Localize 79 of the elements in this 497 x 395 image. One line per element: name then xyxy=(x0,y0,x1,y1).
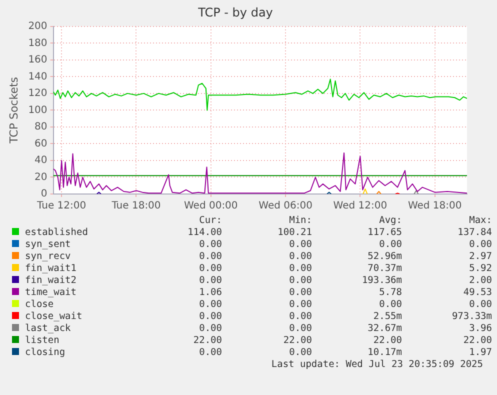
text: 0.00 xyxy=(288,251,312,263)
legend-label: fin_wait1 xyxy=(24,263,78,275)
y-axis-title: TCP Sockets xyxy=(7,76,20,144)
text: 0.00 xyxy=(288,347,312,359)
y-tick-label: 40 xyxy=(34,155,48,166)
legend-label: close xyxy=(24,299,55,311)
text: 0.00 xyxy=(198,239,222,251)
text: 0.00 xyxy=(198,299,222,311)
y-tick-label: 200 xyxy=(28,20,48,32)
text: 0.00 xyxy=(288,323,312,335)
text: 2.55m xyxy=(372,311,402,323)
text: 0.00 xyxy=(468,299,492,311)
legend-label: established xyxy=(24,227,89,239)
text: 193.36m xyxy=(360,275,402,287)
text: 0.00 xyxy=(198,347,222,359)
text: 0.00 xyxy=(378,299,402,311)
y-tick-label: 80 xyxy=(34,122,48,133)
text: 22.00 xyxy=(462,335,492,347)
text: 0.00 xyxy=(198,263,222,275)
legend-label: syn_recv xyxy=(24,251,72,263)
text: 0.00 xyxy=(378,239,402,251)
x-tick-label: Tue 12:00 xyxy=(36,200,86,212)
text: 0.00 xyxy=(288,299,312,311)
text: 1.97 xyxy=(468,347,492,359)
y-tick-label: 180 xyxy=(28,38,48,49)
text: 5.78 xyxy=(378,287,402,299)
legend-label: listen xyxy=(24,335,60,347)
text: 0.00 xyxy=(198,275,222,287)
text: 0.00 xyxy=(288,287,312,299)
text: 32.67m xyxy=(366,323,402,335)
text: 22.00 xyxy=(192,335,222,347)
text: Last update: Wed Jul 23 20:35:09 2025 xyxy=(270,359,483,370)
legend-label: time_wait xyxy=(24,287,78,299)
text: 137.84 xyxy=(456,227,492,239)
text: 52.96m xyxy=(366,251,402,263)
text: 0.00 xyxy=(288,275,312,287)
y-tick-label: 160 xyxy=(28,54,48,66)
text: 22.00 xyxy=(282,335,312,347)
y-tick-label: 60 xyxy=(34,138,48,150)
text: Max: xyxy=(468,215,492,227)
x-tick-label: Wed 12:00 xyxy=(333,200,388,212)
text: 2.00 xyxy=(468,275,492,287)
text: 0.00 xyxy=(198,251,222,263)
y-tick-label: 100 xyxy=(28,104,48,116)
text: 0.00 xyxy=(198,311,222,323)
x-tick-label: Tue 18:00 xyxy=(110,200,161,212)
text: 0.00 xyxy=(468,239,492,251)
text: 973.33m xyxy=(450,311,492,323)
text: 10.17m xyxy=(366,347,402,359)
text: 1.06 xyxy=(198,287,222,299)
y-tick-label: 0 xyxy=(40,188,48,200)
text: 0.00 xyxy=(198,323,222,335)
text: 117.65 xyxy=(366,227,402,239)
legend-label: fin_wait2 xyxy=(24,275,78,287)
text: 3.96 xyxy=(468,323,492,335)
text: 0.00 xyxy=(288,263,312,275)
x-tick-label: Wed 06:00 xyxy=(258,200,312,212)
text: 0.00 xyxy=(288,311,312,323)
legend-label: last_ack xyxy=(24,323,72,335)
text: 114.00 xyxy=(186,227,222,239)
text: 0.00 xyxy=(288,239,312,251)
legend-label: closing xyxy=(24,347,66,359)
x-tick-label: Wed 00:00 xyxy=(184,200,238,212)
legend-label: syn_sent xyxy=(24,239,72,251)
text: Avg: xyxy=(378,215,402,227)
text: 5.92 xyxy=(468,263,492,275)
text: 22.00 xyxy=(372,335,402,347)
text: Min: xyxy=(288,215,312,227)
text: 100.21 xyxy=(276,227,312,239)
chart-title: TCP - by day xyxy=(197,5,273,20)
legend-label: close_wait xyxy=(24,311,84,323)
y-tick-label: 120 xyxy=(28,88,48,100)
y-tick-label: 140 xyxy=(28,71,48,82)
text: 2.97 xyxy=(468,251,492,263)
text: 49.53 xyxy=(462,287,492,299)
text: Cur: xyxy=(198,215,222,227)
text: 70.37m xyxy=(366,263,402,275)
x-tick-label: Wed 18:00 xyxy=(408,200,462,212)
y-tick-label: 20 xyxy=(34,172,48,183)
